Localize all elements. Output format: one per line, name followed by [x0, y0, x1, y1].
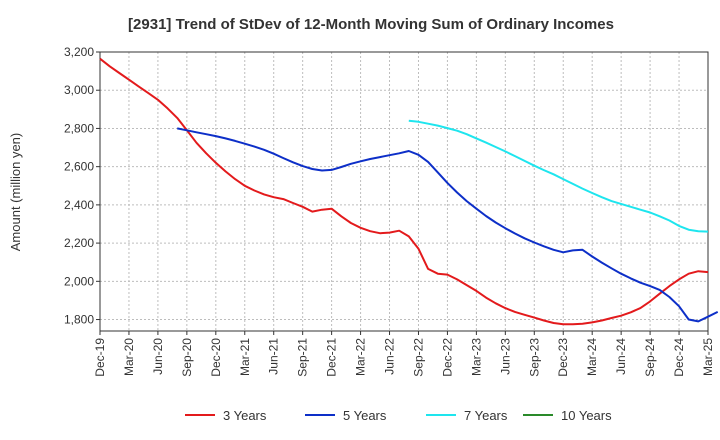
y-tick-label: 2,600 [64, 160, 94, 174]
series-line-3-years [99, 57, 709, 326]
y-tick-label: 3,200 [64, 45, 94, 59]
series-lines [99, 57, 719, 326]
x-tick-label: Sep-22 [411, 338, 425, 377]
x-tick-label: Dec-22 [440, 338, 454, 377]
x-tick-label: Jun-20 [151, 338, 165, 375]
x-tick-label: Dec-19 [93, 338, 107, 377]
x-tick-label: Sep-20 [180, 338, 194, 377]
y-tick-label: 2,200 [64, 236, 94, 250]
x-tick-label: Jun-21 [267, 338, 281, 375]
legend-label: 7 Years [464, 408, 508, 423]
x-tick-label: Mar-20 [122, 338, 136, 376]
x-tick-label: Sep-21 [296, 338, 310, 377]
x-tick-label: Jun-23 [498, 338, 512, 375]
chart-title: [2931] Trend of StDev of 12-Month Moving… [128, 16, 614, 33]
legend: 3 Years 5 Years 7 Years 10 Years [185, 408, 612, 423]
y-tick-label: 3,000 [64, 83, 94, 97]
x-tick-label: Jun-24 [614, 338, 628, 375]
legend-label: 10 Years [561, 408, 612, 423]
x-tick-label: Mar-21 [238, 338, 252, 376]
plot-area [99, 51, 709, 332]
grid-lines [99, 51, 709, 331]
x-tick-label: Sep-23 [527, 338, 541, 377]
y-tick-label: 2,400 [64, 198, 94, 212]
x-tick-label: Mar-22 [354, 338, 368, 376]
x-tick-label: Dec-24 [672, 338, 686, 377]
x-tick-label: Mar-23 [469, 338, 483, 376]
legend-label: 5 Years [343, 408, 387, 423]
x-tick-label: Mar-25 [701, 338, 715, 376]
series-line-7-years [408, 119, 709, 233]
x-tick-label: Dec-21 [325, 338, 339, 377]
legend-label: 3 Years [223, 408, 267, 423]
y-axis-label: Amount (million yen) [8, 133, 23, 252]
x-tick-label: Dec-20 [209, 338, 223, 377]
y-tick-label: 2,000 [64, 274, 94, 288]
y-tick-label: 2,800 [64, 121, 94, 135]
x-axis: Dec-19 Mar-20 Jun-20 Sep-20 Dec-20 Mar-21 Jun-… [93, 331, 715, 377]
x-tick-label: Sep-24 [643, 338, 657, 377]
y-tick-label: 1,800 [64, 313, 94, 327]
x-tick-label: Mar-24 [585, 338, 599, 376]
series-line-5-years [177, 127, 719, 323]
y-axis: 1,800 2,000 2,200 2,400 2,600 2,800 3,000 3,200 [64, 45, 100, 327]
x-tick-label: Dec-23 [556, 338, 570, 377]
x-tick-label: Jun-22 [383, 338, 397, 375]
